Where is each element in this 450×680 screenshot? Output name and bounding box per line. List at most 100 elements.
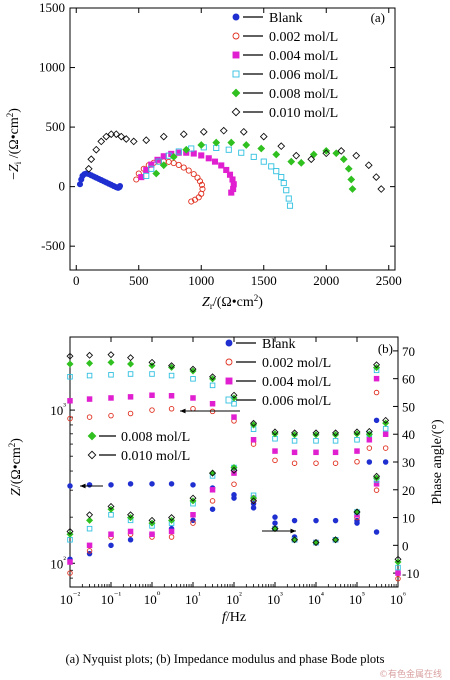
panel-b-modulus-point (313, 517, 319, 524)
panel-b-yleft-label: 10³ (50, 401, 66, 418)
panel-a-point (228, 189, 235, 196)
panel-a-legend-label: 0.006 mol/L (269, 68, 338, 83)
panel-a-point (84, 164, 93, 173)
panel-b-phase-point (168, 534, 175, 540)
panel-b-legend-marker (225, 339, 233, 347)
panel-b-modulus-point (108, 372, 114, 378)
panel-a-point (159, 132, 168, 141)
panel-b-phase-point (231, 481, 237, 487)
panel-b-legend-label: 0.004 mol/L (262, 375, 331, 390)
panel-a-point (287, 157, 296, 166)
panel-a-point (107, 130, 116, 139)
panel-a-legend-marker (231, 88, 241, 98)
panel-a-point (212, 138, 221, 147)
panel-b-phase-point (395, 570, 401, 576)
panel-b-phase-point (373, 417, 380, 424)
panel-b-modulus-point (168, 393, 175, 399)
panel-b-modulus-point (230, 391, 238, 399)
panel-a-point (198, 190, 205, 197)
panel-b-phase-point (353, 508, 361, 516)
panel-b-phase-point (108, 542, 114, 549)
panel-a-point (182, 145, 191, 154)
panel-b-ylabel-left: Z/(Ω•cm2) (7, 438, 24, 496)
panel-b-modulus-point (67, 374, 73, 380)
panel-b-modulus-point (190, 482, 196, 488)
panel-b-modulus-point (272, 514, 278, 520)
panel-b-phase-point (66, 527, 74, 535)
panel-b-modulus-point (272, 457, 278, 464)
panel-b-modulus-point (190, 376, 196, 382)
panel-b-phase-point (382, 445, 389, 451)
panel-a-point (122, 135, 131, 143)
panel-b-xtick-label: 10³ (267, 590, 283, 607)
panel-a-point (278, 174, 285, 181)
panel-b-phase-point (127, 528, 134, 535)
panel-a-point (190, 171, 197, 178)
panel-b-phase-point (366, 437, 373, 443)
panel-a-legend-label: 0.002 mol/L (269, 30, 338, 45)
panel-b-ylabel-right: Phase angle/(°) (430, 419, 445, 505)
panel-b-modulus-point (127, 481, 134, 487)
panel-b-phase-point (67, 559, 73, 565)
panel-a-ytick-label: -500 (41, 238, 65, 253)
panel-b-modulus-point (272, 448, 278, 454)
panel-a-point (322, 147, 331, 155)
panel-a-point (188, 198, 195, 205)
panel-b-modulus-point (291, 449, 298, 456)
panel-a-legend-label: 0.008 mol/L (269, 87, 338, 102)
panel-b-modulus-point (332, 517, 339, 524)
panel-a-legend-marker (231, 107, 241, 117)
panel-a-point (185, 167, 192, 174)
panel-b-xtick-label: 10² (226, 590, 242, 607)
panel-b-modulus-point (312, 429, 320, 437)
panel-a-point (377, 185, 386, 193)
panel-b-phase-point (394, 555, 402, 563)
panel-b-modulus-point (189, 367, 197, 375)
panel-a-point (337, 147, 346, 155)
panel-a-legend-marker (232, 70, 240, 78)
panel-b-modulus-point (250, 437, 257, 443)
panel-b-phase-point (365, 427, 373, 435)
panel-b-phase-point (382, 416, 390, 424)
panel-b-phase-point (230, 466, 238, 474)
panel-a-point (268, 163, 275, 170)
panel-a-point (179, 130, 188, 139)
panel-b-modulus-point (332, 429, 340, 437)
panel-b-modulus-point (271, 430, 279, 438)
panel-b-legend-label: 0.006 mol/L (262, 394, 331, 409)
panel-b-modulus-point (66, 352, 74, 360)
panel-a-point (219, 126, 228, 135)
panel-a-point (133, 176, 140, 183)
panel-a-point (112, 130, 121, 139)
panel-b-modulus-point (148, 358, 156, 366)
panel-b-phase-point (168, 528, 175, 535)
panel-b-modulus-point (108, 395, 114, 401)
panel-b-modulus-point (312, 431, 320, 439)
panel-b-modulus-point (209, 375, 217, 383)
panel-a-xtick-label: 1500 (251, 273, 277, 288)
panel-a-point (280, 180, 287, 187)
panel-a-point (283, 187, 290, 194)
panel-b-phase-point (250, 497, 258, 505)
panel-a-point (170, 160, 177, 167)
panel-b-legend-label: 0.008 mol/L (121, 430, 190, 445)
panel-b-modulus-point (271, 428, 279, 436)
panel-b-phase-point (373, 389, 380, 396)
panel-b-xtick-label: 10¹ (185, 590, 201, 607)
panel-b-modulus-point (353, 430, 361, 438)
panel-b-modulus-point (353, 428, 361, 436)
panel-a-point (242, 141, 251, 149)
panel-a-point (143, 172, 150, 179)
panel-a-point (223, 166, 230, 174)
panel-b-modulus-point (313, 460, 319, 466)
panel-b-phase-point (354, 520, 360, 526)
watermark: ©有色金属在线 (378, 670, 442, 680)
panel-b-modulus-point (86, 359, 94, 367)
panel-b-xtick-label: 10⁻¹ (101, 590, 122, 607)
panel-b-phase-point (86, 516, 94, 524)
panel-b-legend-marker (225, 396, 233, 404)
panel-a-point (227, 138, 236, 147)
panel-b-modulus-point (250, 419, 258, 427)
panel-b-phase-point (382, 459, 389, 465)
